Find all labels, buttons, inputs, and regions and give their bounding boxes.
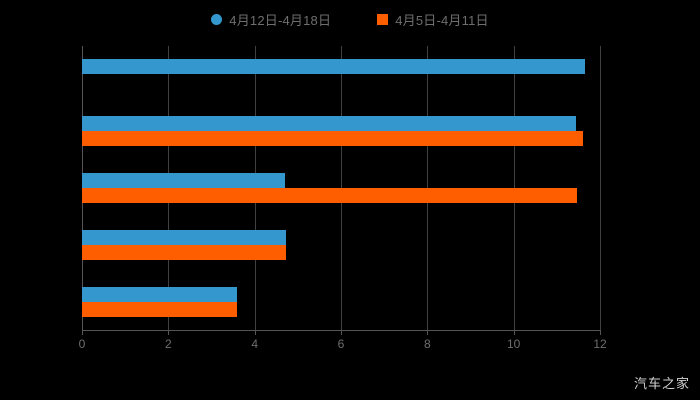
legend-square-icon [377, 13, 389, 25]
plot-area [82, 46, 601, 330]
x-axis-tick [513, 331, 515, 335]
bar-segment[interactable] [82, 131, 583, 147]
bar-segment[interactable] [82, 244, 286, 260]
bar-segment[interactable] [82, 286, 237, 302]
chart-legend: 4月12日-4月18日 4月5日-4月11日 [0, 6, 700, 32]
bar-segment[interactable] [82, 229, 286, 245]
x-axis-tick [427, 331, 429, 335]
legend-item-series-1[interactable]: 4月12日-4月18日 [211, 10, 331, 29]
watermark: 汽车之家 [633, 376, 690, 391]
gridline [600, 46, 601, 330]
x-axis-line [82, 330, 601, 331]
x-axis-tick-label: 10 [506, 337, 521, 351]
x-axis-tick [168, 331, 170, 335]
legend-dot-icon [211, 13, 223, 25]
x-axis-tick-label: 4 [251, 337, 258, 351]
bar-segment[interactable] [82, 116, 577, 132]
x-axis-tick-label: 0 [78, 337, 86, 351]
bar-segment[interactable] [82, 173, 285, 188]
x-axis-tick [600, 331, 601, 335]
x-axis-tick-label: 8 [423, 337, 431, 351]
legend-item-series-2[interactable]: 4月5日-4月11日 [377, 10, 489, 29]
x-axis-tick [341, 331, 342, 335]
bar-segment[interactable] [82, 59, 585, 75]
x-axis-tick-label: 2 [164, 337, 172, 351]
x-axis-tick-label: 12 [593, 337, 607, 351]
legend-label-series-1: 4月12日-4月18日 [229, 12, 332, 28]
x-axis-tick-label: 6 [337, 337, 345, 351]
bar-segment[interactable] [82, 188, 578, 203]
x-axis-tick [82, 331, 83, 335]
legend-label-series-2: 4月5日-4月11日 [395, 12, 489, 28]
bar-segment[interactable] [82, 301, 237, 317]
x-axis-tick [254, 331, 256, 335]
